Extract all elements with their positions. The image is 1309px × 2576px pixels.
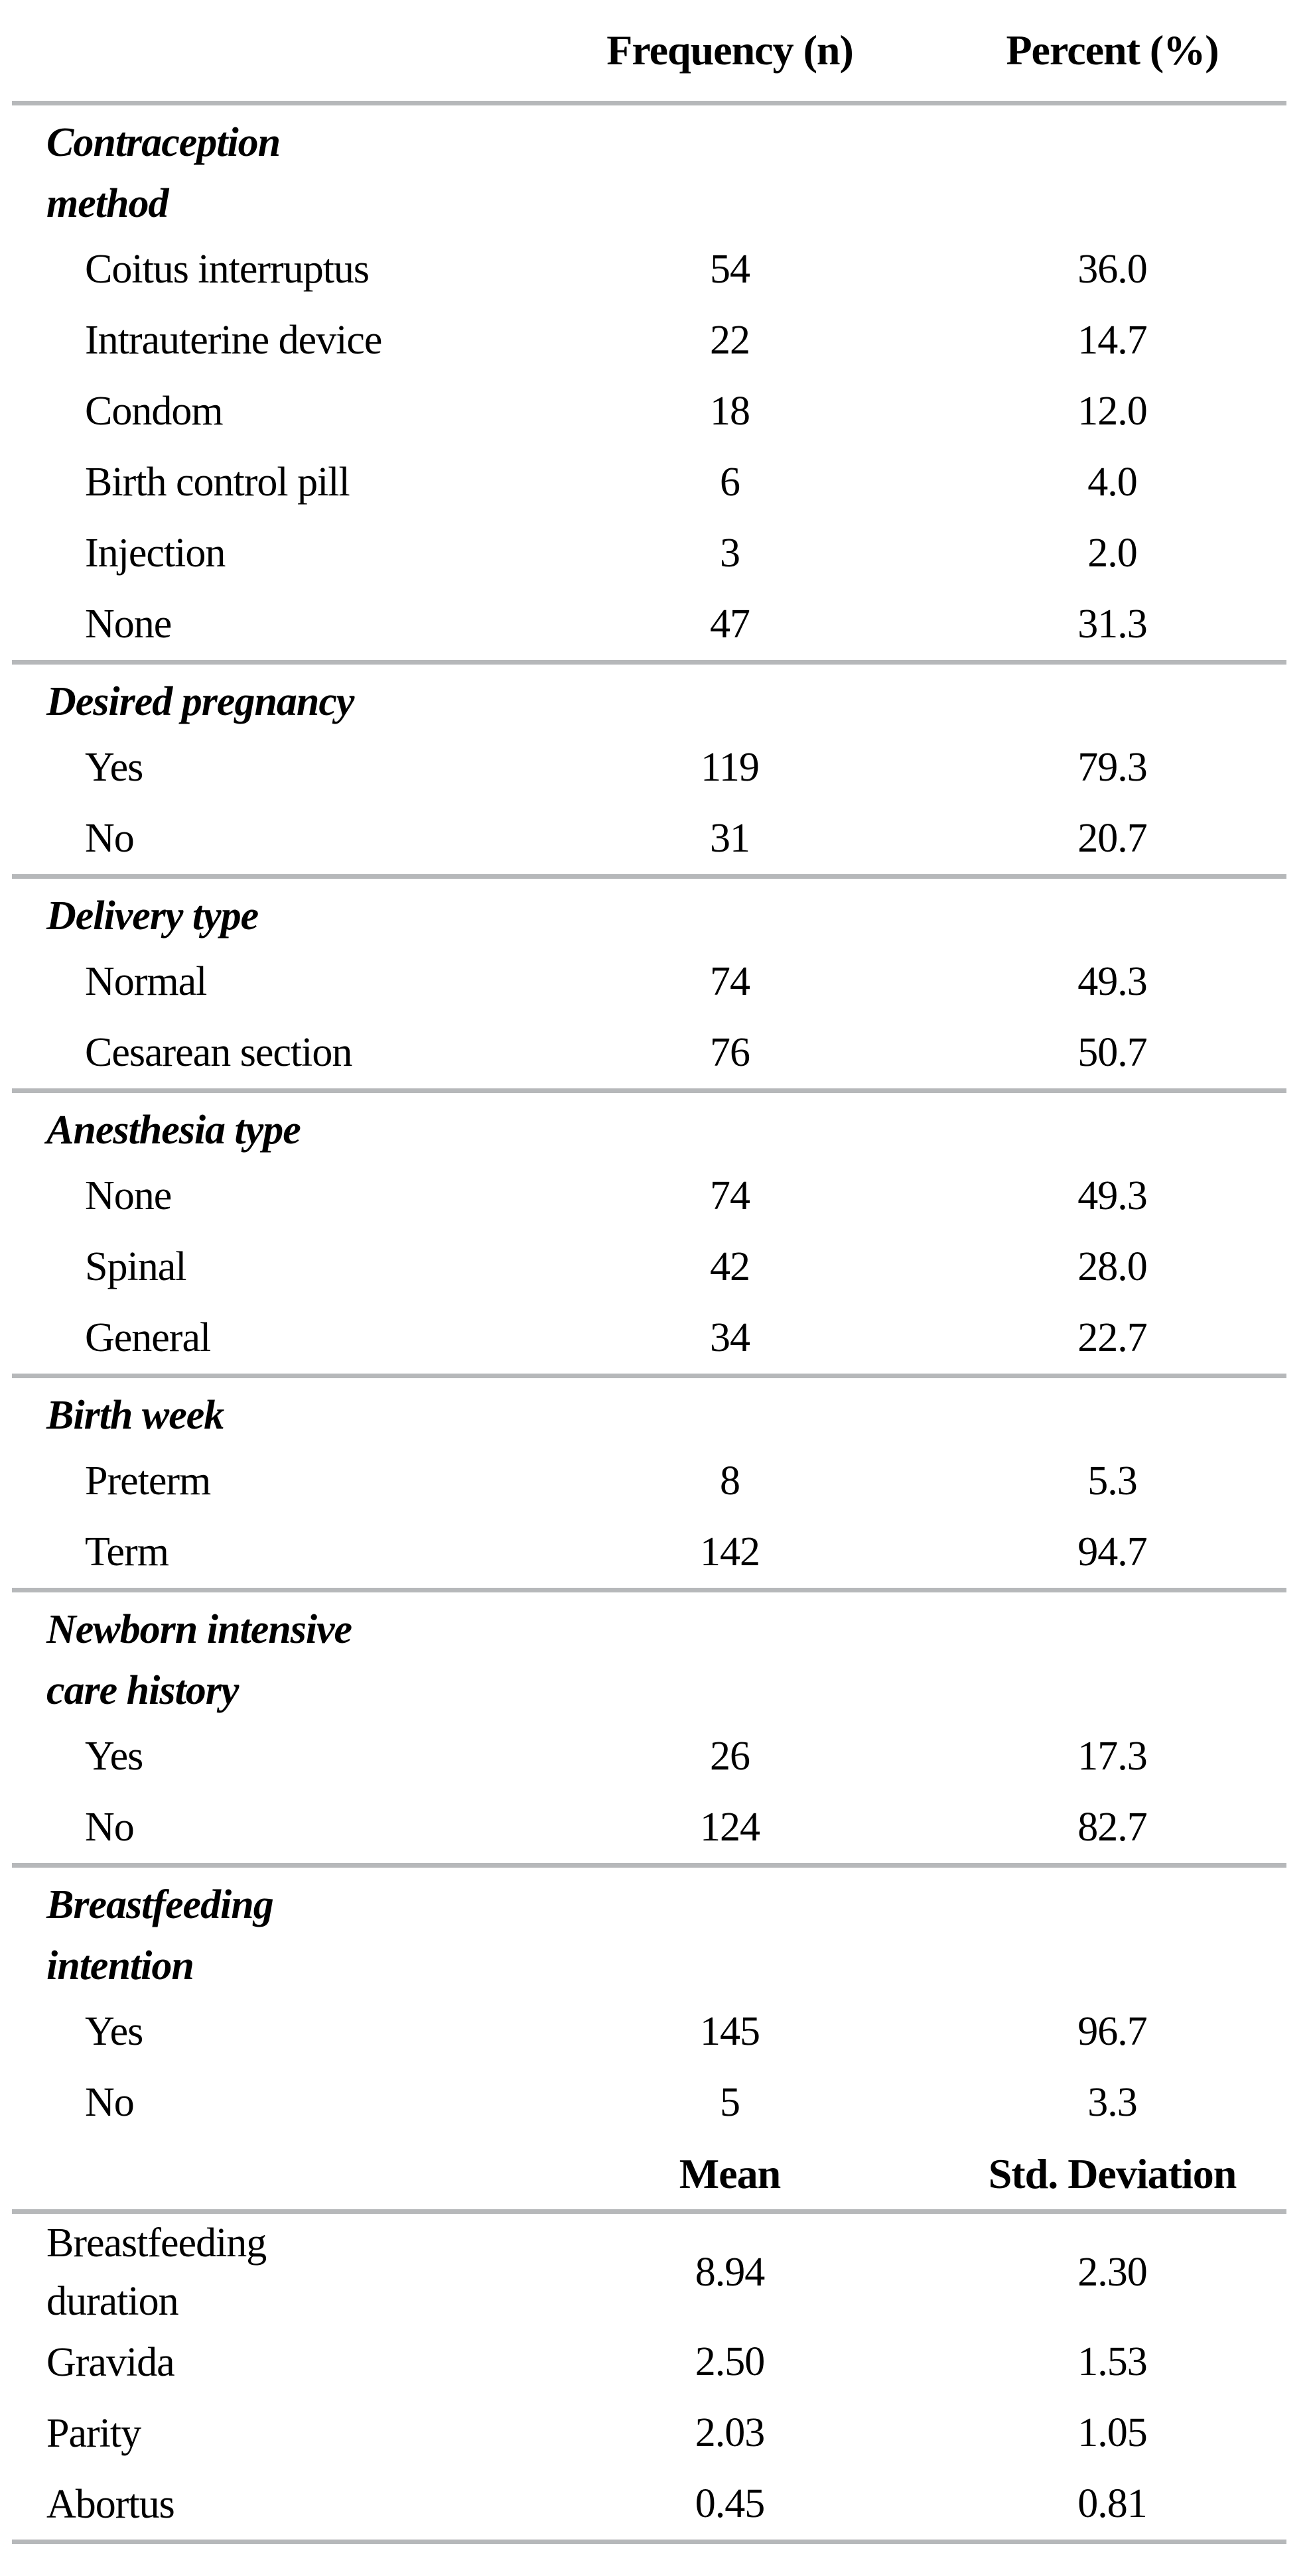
- stat-label: Abortus: [46, 2481, 175, 2527]
- header-frequency: Frequency (n): [606, 27, 854, 74]
- header-percent: Percent (%): [1006, 27, 1219, 74]
- section-title: Anesthesia type: [46, 1108, 301, 1153]
- section-breastfeeding-intention: Breastfeeding intention Yes 145 96.7 No …: [0, 1868, 1309, 2138]
- table-row: Spinal 42 28.0: [85, 1244, 1148, 1289]
- section-birth-week: Birth week Preterm 8 5.3 Term 142 94.7: [0, 1378, 1309, 1588]
- table-row: Birth control pill 6 4.0: [85, 460, 1138, 505]
- horizontal-rule: [12, 1588, 1286, 1592]
- table-row: Yes 26 17.3: [85, 1734, 1148, 1779]
- horizontal-rule: [12, 1863, 1286, 1868]
- horizontal-rule: [12, 874, 1286, 879]
- table-row: None 74 49.3: [85, 1173, 1148, 1218]
- stat-row-parity: Parity 2.03 1.05: [0, 2398, 1309, 2469]
- table-row: Cesarean section 76 50.7: [85, 1030, 1148, 1075]
- section-title: Breastfeeding intention: [46, 1882, 274, 1988]
- stats-header-row: Mean Std. Deviation: [0, 2138, 1309, 2209]
- section-title: Newborn intensive care history: [46, 1607, 352, 1713]
- table-row: Injection 3 2.0: [85, 531, 1138, 576]
- table-row: Yes 145 96.7: [85, 2009, 1148, 2054]
- table-row: Intrauterine device 22 14.7: [85, 318, 1148, 363]
- stat-row-breastfeeding-duration: Breastfeeding duration 8.94 2.30: [0, 2214, 1309, 2327]
- stat-label: Gravida: [46, 2339, 175, 2385]
- table-row: Term 142 94.7: [85, 1529, 1148, 1575]
- table-header-row: Frequency (n) Percent (%): [0, 0, 1309, 101]
- section-title: Birth week: [46, 1393, 224, 1438]
- section-newborn-intensive-care: Newborn intensive care history Yes 26 17…: [0, 1592, 1309, 1863]
- horizontal-rule: [12, 1374, 1286, 1378]
- horizontal-rule: [12, 2540, 1286, 2544]
- horizontal-rule: [12, 2209, 1286, 2214]
- section-delivery-type: Delivery type Normal 74 49.3 Cesarean se…: [0, 879, 1309, 1088]
- table-row: Normal 74 49.3: [85, 959, 1148, 1004]
- section-title: Contraception method: [46, 120, 281, 226]
- table-row: No 124 82.7: [85, 1805, 1148, 1850]
- section-contraception-method: Contraception method Coitus interruptus …: [0, 105, 1309, 660]
- horizontal-rule: [12, 101, 1286, 105]
- table-row: None 47 31.3: [85, 602, 1148, 647]
- section-desired-pregnancy: Desired pregnancy Yes 119 79.3 No 31 20.…: [0, 665, 1309, 874]
- section-title: Delivery type: [46, 893, 259, 938]
- header-mean: Mean: [679, 2150, 781, 2197]
- table-row: Coitus interruptus 54 36.0: [85, 247, 1148, 292]
- stat-row-abortus: Abortus 0.45 0.81: [0, 2469, 1309, 2540]
- stat-label: Breastfeeding duration: [46, 2221, 267, 2324]
- section-anesthesia-type: Anesthesia type None 74 49.3 Spinal 42 2…: [0, 1093, 1309, 1374]
- stat-label: Parity: [46, 2410, 141, 2456]
- horizontal-rule: [12, 660, 1286, 665]
- header-std-deviation: Std. Deviation: [988, 2150, 1237, 2197]
- section-title: Desired pregnancy: [46, 679, 354, 724]
- table-row: Yes 119 79.3: [85, 745, 1148, 790]
- horizontal-rule: [12, 1088, 1286, 1093]
- table-row: General 34 22.7: [85, 1315, 1148, 1360]
- table-row: No 31 20.7: [85, 816, 1148, 861]
- table-row: No 5 3.3: [85, 2080, 1138, 2125]
- stat-row-gravida: Gravida 2.50 1.53: [0, 2327, 1309, 2398]
- table-row: Condom 18 12.0: [85, 389, 1148, 434]
- table-row: Preterm 8 5.3: [85, 1458, 1138, 1504]
